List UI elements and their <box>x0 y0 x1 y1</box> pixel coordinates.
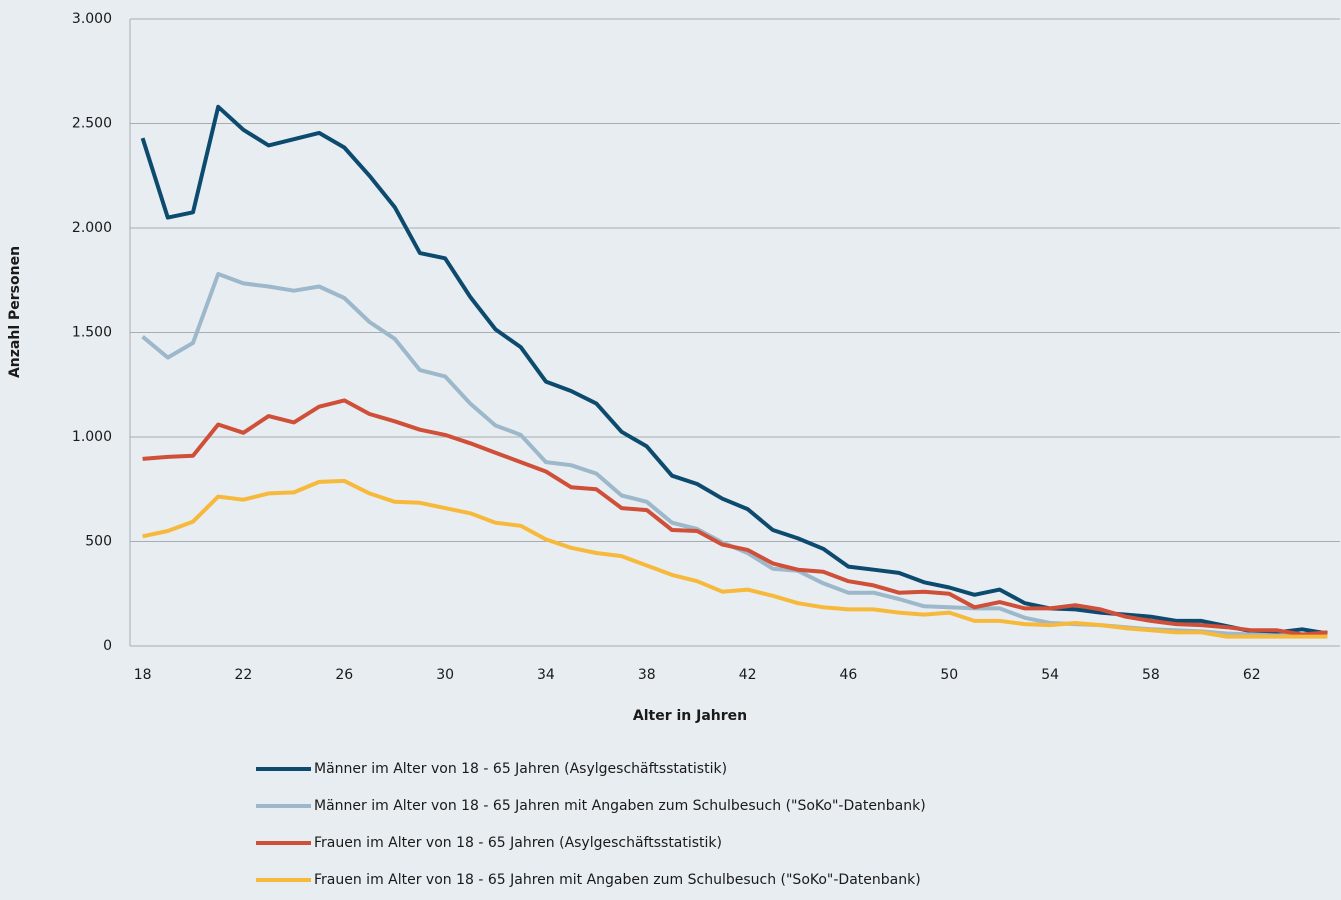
x-axis-title: Alter in Jahren <box>633 708 747 724</box>
x-tick-label: 50 <box>940 667 958 683</box>
y-tick-label: 2.000 <box>72 220 112 236</box>
x-tick-label: 26 <box>335 667 353 683</box>
x-tick-label: 34 <box>537 667 555 683</box>
legend-label: Männer im Alter von 18 - 65 Jahren (Asyl… <box>314 761 727 777</box>
x-tick-label: 38 <box>638 667 656 683</box>
y-tick-label: 0 <box>103 638 112 654</box>
x-tick-label: 46 <box>840 667 858 683</box>
y-tick-label: 3.000 <box>72 11 112 27</box>
y-tick-label: 500 <box>85 534 112 550</box>
x-tick-label: 54 <box>1041 667 1059 683</box>
legend-label: Frauen im Alter von 18 - 65 Jahren (Asyl… <box>314 835 722 851</box>
y-tick-label: 1.500 <box>72 325 112 341</box>
x-tick-label: 42 <box>739 667 757 683</box>
x-tick-label: 30 <box>436 667 454 683</box>
x-tick-label: 58 <box>1142 667 1160 683</box>
y-axis-title: Anzahl Personen <box>7 246 23 378</box>
legend-label: Männer im Alter von 18 - 65 Jahren mit A… <box>314 798 926 814</box>
legend-label: Frauen im Alter von 18 - 65 Jahren mit A… <box>314 872 921 888</box>
data-line <box>140 104 1328 636</box>
data-line <box>142 478 1328 639</box>
data-line <box>142 398 1328 637</box>
x-tick-label: 18 <box>134 667 152 683</box>
data-line <box>141 272 1328 638</box>
y-tick-label: 2.500 <box>72 116 112 132</box>
x-tick-label: 22 <box>235 667 253 683</box>
x-tick-label: 62 <box>1243 667 1261 683</box>
y-tick-label: 1.000 <box>72 429 112 445</box>
